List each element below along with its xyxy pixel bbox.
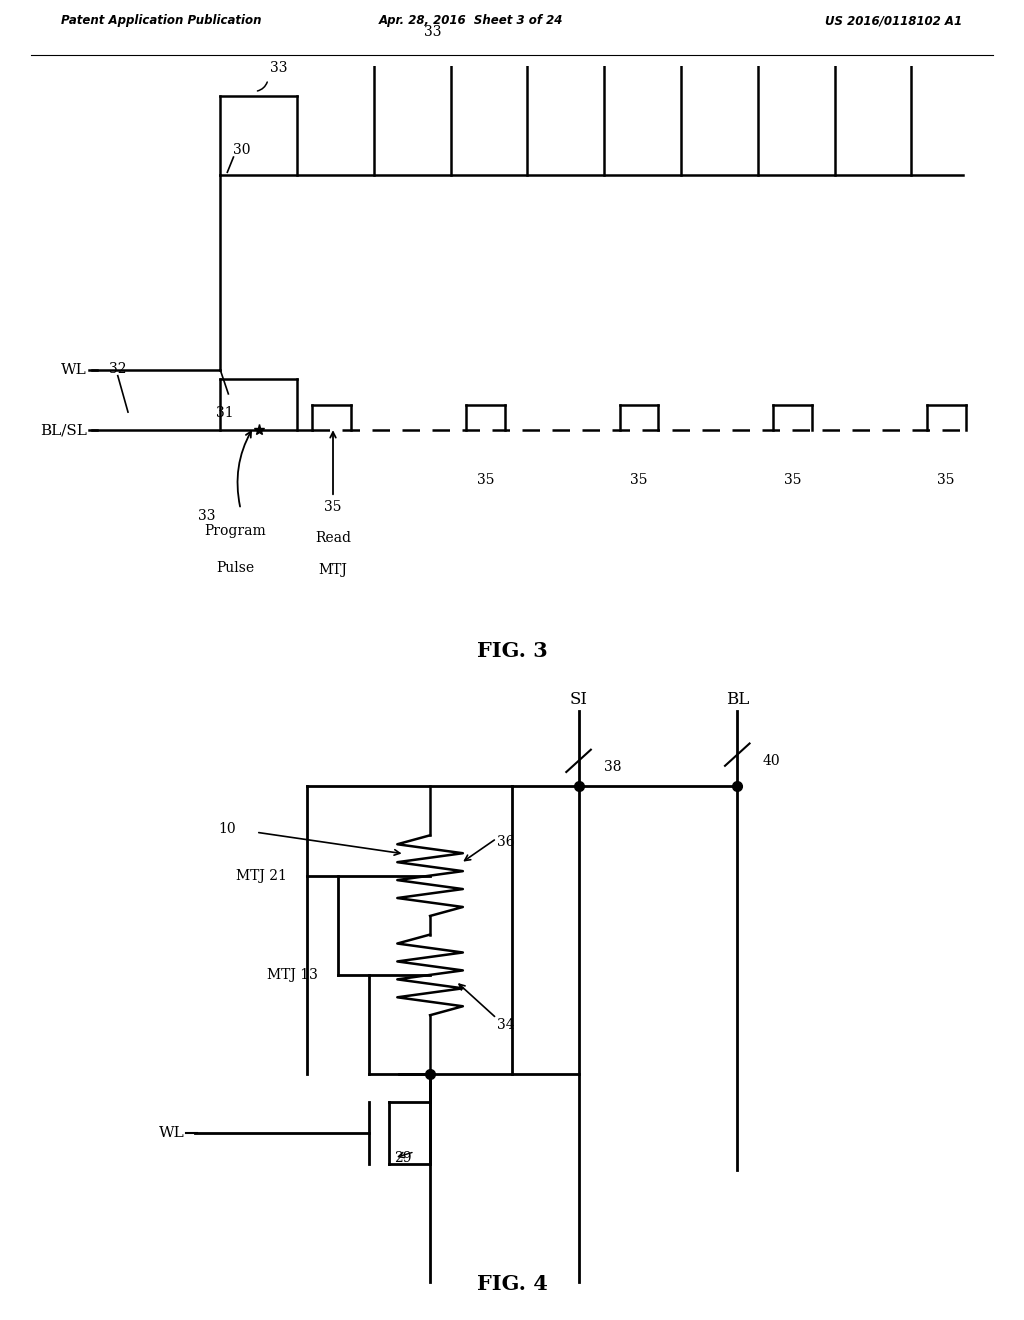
Text: BL: BL: [726, 692, 749, 708]
Text: Apr. 28, 2016  Sheet 3 of 24: Apr. 28, 2016 Sheet 3 of 24: [379, 15, 563, 28]
Text: FIG. 4: FIG. 4: [476, 1274, 548, 1295]
Text: 33: 33: [270, 61, 288, 75]
Text: 35: 35: [937, 473, 955, 487]
Text: Program: Program: [205, 524, 266, 539]
Text: 29: 29: [394, 1151, 412, 1166]
Text: US 2016/0118102 A1: US 2016/0118102 A1: [825, 15, 963, 28]
Text: 40: 40: [763, 754, 780, 768]
Text: FIG. 3: FIG. 3: [476, 642, 548, 661]
Text: 31: 31: [216, 407, 234, 420]
Text: Pulse: Pulse: [216, 561, 255, 576]
Text: BL/SL: BL/SL: [40, 424, 87, 437]
Text: 35: 35: [630, 473, 648, 487]
Text: MTJ: MTJ: [318, 562, 347, 577]
Text: 35: 35: [476, 473, 495, 487]
Text: WL: WL: [159, 1126, 184, 1140]
Text: 38: 38: [604, 760, 622, 774]
Text: 33: 33: [578, 0, 595, 3]
Text: 36: 36: [497, 834, 514, 849]
Text: MTJ 21: MTJ 21: [236, 869, 287, 883]
Text: Patent Application Publication: Patent Application Publication: [61, 15, 262, 28]
Text: 33: 33: [198, 510, 215, 523]
Text: 30: 30: [233, 143, 251, 157]
Text: Read: Read: [315, 531, 351, 545]
Text: MTJ 13: MTJ 13: [266, 968, 317, 982]
Text: 34: 34: [497, 1018, 514, 1031]
Text: SI: SI: [569, 692, 588, 708]
Text: 10: 10: [218, 822, 236, 836]
Text: 33: 33: [424, 25, 441, 38]
Text: 35: 35: [783, 473, 802, 487]
Text: 32: 32: [109, 362, 127, 376]
Text: WL: WL: [61, 363, 87, 376]
Text: 35: 35: [325, 500, 342, 515]
